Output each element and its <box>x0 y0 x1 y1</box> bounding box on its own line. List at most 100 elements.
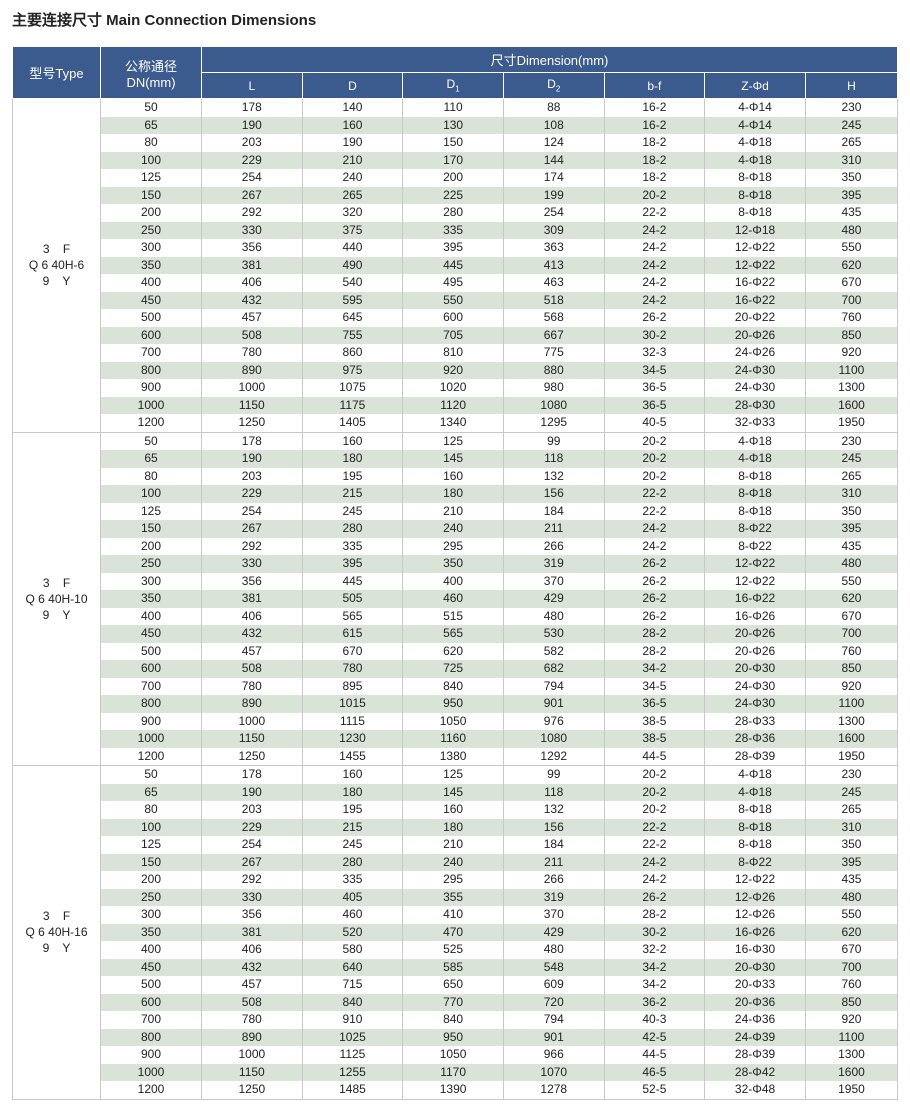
table-row: 500 457 715 650 609 34-2 20-Φ33 760 <box>13 976 899 994</box>
table-cell: 381 <box>201 590 303 608</box>
table-cell: 203 <box>201 801 303 819</box>
table-cell: 125 <box>402 765 504 784</box>
type-line: 3 F <box>42 242 71 257</box>
table-cell: 124 <box>502 134 605 152</box>
table-cell: 700 <box>100 1011 202 1029</box>
header-col: D2 <box>502 72 605 99</box>
table-cell: 890 <box>201 1028 303 1046</box>
table-cell: 195 <box>301 801 404 819</box>
table-cell: 190 <box>301 134 404 152</box>
table-cell: 755 <box>301 326 404 344</box>
table-cell: 230 <box>804 765 899 784</box>
table-cell: 24-Φ30 <box>704 379 806 397</box>
table-cell: 16-Φ22 <box>704 291 806 309</box>
table-cell: 1050 <box>402 1046 504 1064</box>
table-cell: 350 <box>804 169 899 187</box>
table-cell: 480 <box>804 888 899 906</box>
table-cell: 44-5 <box>603 1046 706 1064</box>
table-cell: 210 <box>402 836 504 854</box>
table-cell: 445 <box>402 256 504 274</box>
table-cell: 12-Φ22 <box>704 555 806 573</box>
table-cell: 34-5 <box>603 361 706 379</box>
table-cell: 20-Φ30 <box>704 958 806 976</box>
table-cell: 1170 <box>402 1063 504 1081</box>
table-cell: 245 <box>301 836 404 854</box>
header-col-label: L <box>248 78 256 93</box>
table-cell: 267 <box>201 520 303 538</box>
table-cell: 310 <box>804 485 899 503</box>
table-cell: 620 <box>402 642 504 660</box>
table-cell: 100 <box>100 485 202 503</box>
table-cell: 620 <box>804 590 899 608</box>
table-cell: 229 <box>201 485 303 503</box>
table-cell: 12-Φ26 <box>704 906 806 924</box>
table-cell: 1390 <box>402 1081 504 1100</box>
table-cell: 450 <box>100 958 202 976</box>
table-cell: 550 <box>804 239 899 257</box>
table-cell: 24-Φ26 <box>704 344 806 362</box>
table-cell: 24-2 <box>603 274 706 292</box>
table-cell: 8-Φ18 <box>704 836 806 854</box>
table-cell: 800 <box>100 361 202 379</box>
table-cell: 108 <box>502 116 605 134</box>
table-cell: 24-Φ30 <box>704 695 806 713</box>
table-cell: 8-Φ18 <box>704 818 806 836</box>
table-cell: 565 <box>301 607 404 625</box>
table-row: 400 406 580 525 480 32-2 16-Φ30 670 <box>13 941 899 959</box>
table-cell: 1200 <box>100 1081 202 1100</box>
table-cell: 30-2 <box>603 326 706 344</box>
table-cell: 356 <box>201 572 303 590</box>
table-cell: 480 <box>804 555 899 573</box>
table-cell: 30-2 <box>603 923 706 941</box>
table-cell: 36-5 <box>603 379 706 397</box>
table-cell: 230 <box>804 432 899 450</box>
table-cell: 1600 <box>804 730 899 748</box>
table-cell: 50 <box>100 765 202 784</box>
table-cell: 440 <box>301 239 404 257</box>
table-cell: 100 <box>100 151 202 169</box>
table-cell: 720 <box>502 993 605 1011</box>
table-cell: 44-5 <box>603 747 706 766</box>
table-row: 1200 1250 1455 1380 1292 44-5 28-Φ39 1950 <box>13 747 899 766</box>
table-cell: 156 <box>502 485 605 503</box>
table-cell: 211 <box>502 853 605 871</box>
table-row: 200 292 320 280 254 22-2 8-Φ18 435 <box>13 204 899 222</box>
table-cell: 240 <box>402 520 504 538</box>
table-row: 400 406 565 515 480 26-2 16-Φ26 670 <box>13 607 899 625</box>
table-cell: 1278 <box>502 1081 605 1100</box>
table-cell: 20-Φ30 <box>704 660 806 678</box>
table-cell: 640 <box>301 958 404 976</box>
table-cell: 1455 <box>301 747 404 766</box>
table-cell: 715 <box>301 976 404 994</box>
table-cell: 370 <box>502 572 605 590</box>
table-cell: 850 <box>804 660 899 678</box>
table-cell: 725 <box>402 660 504 678</box>
table-cell: 24-2 <box>603 256 706 274</box>
table-cell: 295 <box>402 871 504 889</box>
table-cell: 254 <box>201 169 303 187</box>
table-cell: 4-Φ18 <box>704 134 806 152</box>
table-cell: 350 <box>100 256 202 274</box>
table-cell: 229 <box>201 151 303 169</box>
table-row: 250 330 405 355 319 26-2 12-Φ26 480 <box>13 888 899 906</box>
table-cell: 300 <box>100 572 202 590</box>
table-cell: 1100 <box>804 695 899 713</box>
table-row: 100 229 210 170 144 18-2 4-Φ18 310 <box>13 151 899 169</box>
table-cell: 110 <box>402 98 504 117</box>
table-cell: 203 <box>201 134 303 152</box>
table-cell: 1070 <box>502 1063 605 1081</box>
table-cell: 780 <box>301 660 404 678</box>
table-cell: 760 <box>804 976 899 994</box>
header-col: L <box>201 72 303 99</box>
table-cell: 1000 <box>100 396 202 414</box>
table-cell: 950 <box>402 1028 504 1046</box>
table-cell: 180 <box>402 485 504 503</box>
table-cell: 8-Φ18 <box>704 485 806 503</box>
table-cell: 1150 <box>201 1063 303 1081</box>
table-cell: 335 <box>301 871 404 889</box>
table-cell: 1250 <box>201 414 303 433</box>
table-row: 800 890 1015 950 901 36-5 24-Φ30 1100 <box>13 695 899 713</box>
table-row: 500 457 670 620 582 28-2 20-Φ26 760 <box>13 642 899 660</box>
